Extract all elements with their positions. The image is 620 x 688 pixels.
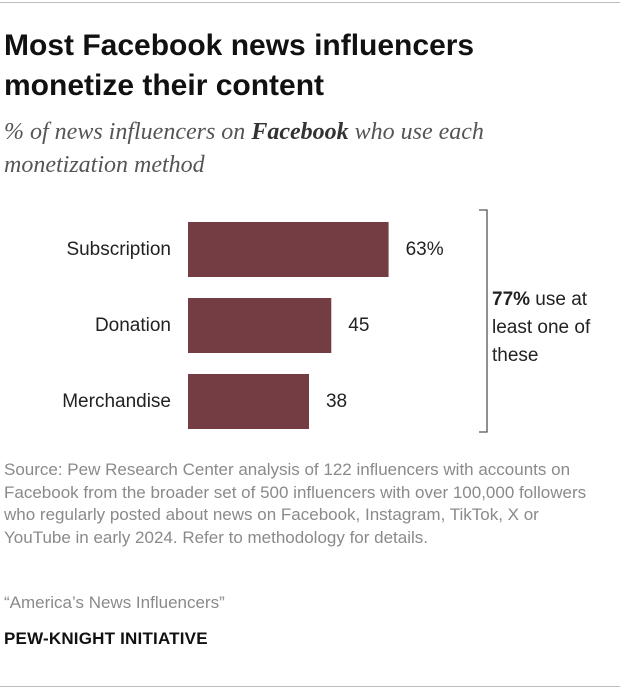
category-label: Merchandise bbox=[62, 391, 171, 412]
category-label: Donation bbox=[95, 315, 171, 336]
bar-merchandise bbox=[188, 374, 309, 429]
chart-title: Most Facebook news influencers monetize … bbox=[4, 29, 475, 102]
value-label: 38 bbox=[326, 391, 347, 412]
bar-donation bbox=[188, 298, 332, 353]
subtitle-emphasis: Facebook bbox=[251, 119, 349, 145]
value-label: 63% bbox=[406, 239, 444, 260]
brand-footer: PEW-KNIGHT INITIATIVE bbox=[4, 629, 208, 648]
report-title: “America’s News Influencers” bbox=[4, 593, 225, 612]
value-label: 45 bbox=[348, 315, 369, 336]
bar-chart: Subscription 63% Donation 45 Merchandise 38 bbox=[62, 209, 488, 433]
chart-subtitle: % of news influencers on Facebook who us… bbox=[4, 116, 604, 182]
bottom-rule bbox=[0, 686, 620, 687]
summary-text: use at least one of these bbox=[492, 289, 591, 366]
subtitle-before: % of news influencers on bbox=[4, 119, 252, 145]
summary-value: 77% bbox=[492, 289, 531, 310]
category-label: Subscription bbox=[66, 239, 171, 260]
top-rule bbox=[0, 2, 620, 3]
group-bracket bbox=[479, 209, 488, 433]
summary-annotation: 77% use at least one of these bbox=[492, 286, 616, 370]
subtitle-after: who use each monetization method bbox=[4, 119, 484, 178]
source-note: Source: Pew Research Center analysis of … bbox=[4, 460, 587, 547]
bar-subscription bbox=[188, 222, 389, 277]
